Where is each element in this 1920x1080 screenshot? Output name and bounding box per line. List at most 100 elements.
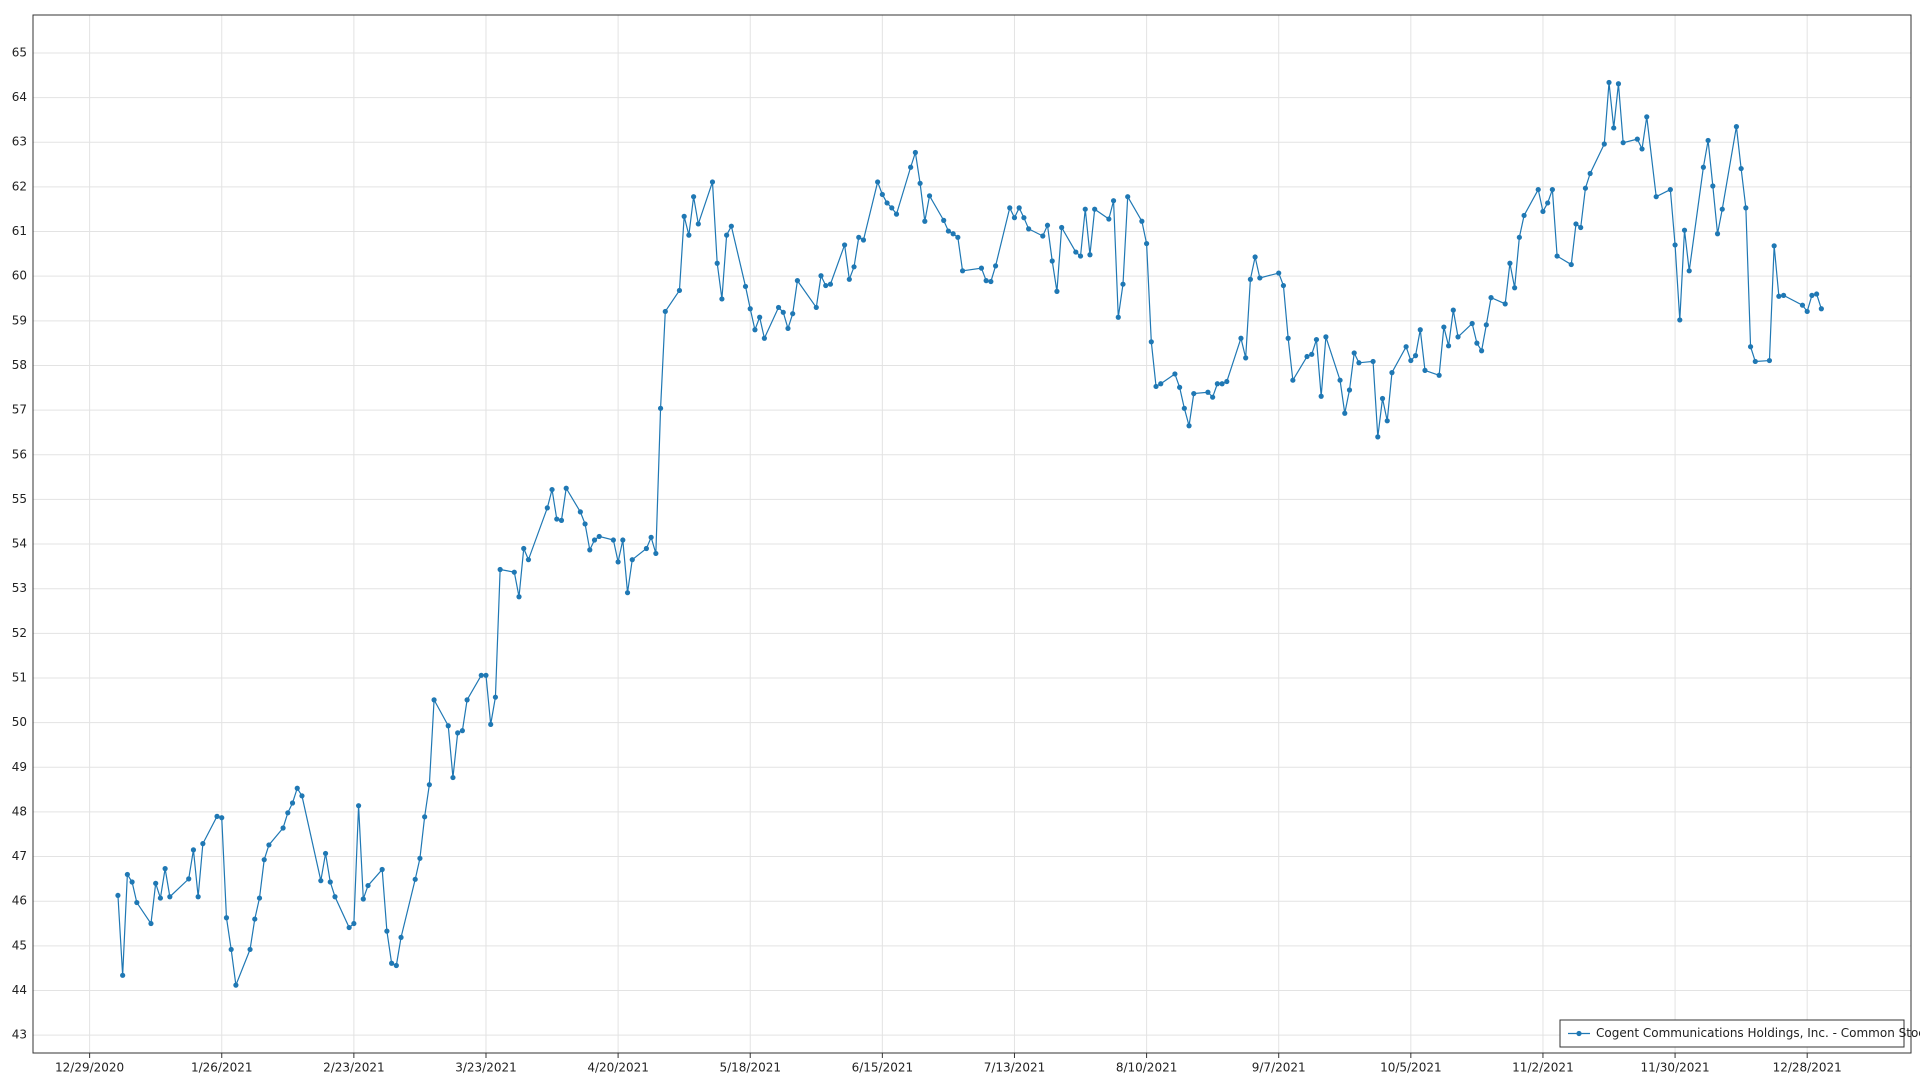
point <box>299 793 305 799</box>
x-tick-label: 3/23/2021 <box>455 1061 517 1075</box>
point <box>1016 205 1022 211</box>
point <box>162 866 168 872</box>
point <box>577 509 583 515</box>
point <box>624 590 631 596</box>
x-tick-label: 12/28/2021 <box>1773 1061 1842 1075</box>
point <box>752 327 758 333</box>
point <box>761 335 767 341</box>
point <box>686 232 692 238</box>
point <box>889 205 895 211</box>
point <box>1700 164 1706 170</box>
point <box>709 179 716 185</box>
point <box>1545 200 1551 206</box>
x-tick-label: 1/26/2021 <box>191 1061 253 1075</box>
point <box>757 314 763 320</box>
point <box>794 278 801 284</box>
point <box>1677 317 1683 323</box>
point <box>1309 351 1315 357</box>
point <box>294 785 300 791</box>
point <box>1488 295 1494 301</box>
point <box>893 211 900 217</box>
point <box>214 813 220 819</box>
point <box>988 278 994 285</box>
point <box>856 234 862 240</box>
y-tick-label: 51 <box>12 670 27 684</box>
point <box>1818 306 1824 312</box>
point <box>1120 281 1126 287</box>
y-tick-label: 47 <box>12 849 27 863</box>
point <box>544 505 550 511</box>
y-tick-label: 55 <box>12 492 27 506</box>
point <box>992 263 999 269</box>
point <box>1313 336 1320 343</box>
point <box>483 672 489 678</box>
point <box>1318 393 1324 399</box>
point <box>266 842 272 848</box>
point <box>1672 242 1678 248</box>
point <box>1148 339 1154 345</box>
point <box>426 782 432 788</box>
point <box>219 815 225 821</box>
point <box>1106 216 1112 222</box>
point <box>455 730 461 736</box>
point <box>289 800 296 806</box>
point <box>379 866 385 873</box>
line <box>117 82 1822 988</box>
point <box>917 180 923 186</box>
point <box>464 697 470 703</box>
point <box>1092 206 1098 212</box>
point <box>1455 334 1461 340</box>
point <box>1719 206 1725 212</box>
point <box>1115 314 1121 320</box>
point <box>120 972 126 978</box>
point <box>1747 344 1754 350</box>
point <box>280 825 286 831</box>
point <box>1549 186 1555 193</box>
point <box>1153 383 1159 390</box>
point <box>322 850 329 857</box>
point <box>691 194 697 200</box>
point <box>1804 308 1810 315</box>
point <box>681 213 687 219</box>
point <box>148 920 154 927</box>
point <box>1582 185 1589 191</box>
point <box>1342 410 1348 416</box>
y-tick-label: 50 <box>12 715 27 729</box>
point <box>1040 233 1046 239</box>
point <box>1191 390 1197 397</box>
point <box>1110 198 1117 204</box>
point <box>327 879 333 885</box>
point <box>1615 81 1622 87</box>
point <box>1087 252 1093 258</box>
point <box>195 894 201 900</box>
point <box>1686 268 1692 274</box>
point <box>747 306 753 312</box>
point <box>908 164 914 170</box>
point <box>1441 324 1447 330</box>
point <box>1587 170 1593 177</box>
point <box>252 916 258 922</box>
y-tick-label: 43 <box>12 1028 27 1042</box>
point <box>1276 270 1282 276</box>
point <box>1158 381 1164 387</box>
point <box>1445 343 1452 349</box>
y-tick-label: 62 <box>12 179 27 193</box>
point <box>959 268 966 274</box>
point <box>1681 227 1688 233</box>
point <box>1224 378 1230 385</box>
point <box>157 895 164 901</box>
point <box>525 557 532 563</box>
point <box>1766 357 1773 364</box>
point <box>676 287 683 294</box>
point <box>1568 261 1574 268</box>
y-tick-label: 65 <box>12 45 27 59</box>
point <box>1059 224 1065 231</box>
point <box>1252 254 1258 260</box>
point <box>1620 140 1626 146</box>
point <box>879 191 885 198</box>
point <box>629 557 635 563</box>
point <box>1771 243 1777 249</box>
point <box>554 516 560 522</box>
y-tick-label: 48 <box>12 804 27 818</box>
